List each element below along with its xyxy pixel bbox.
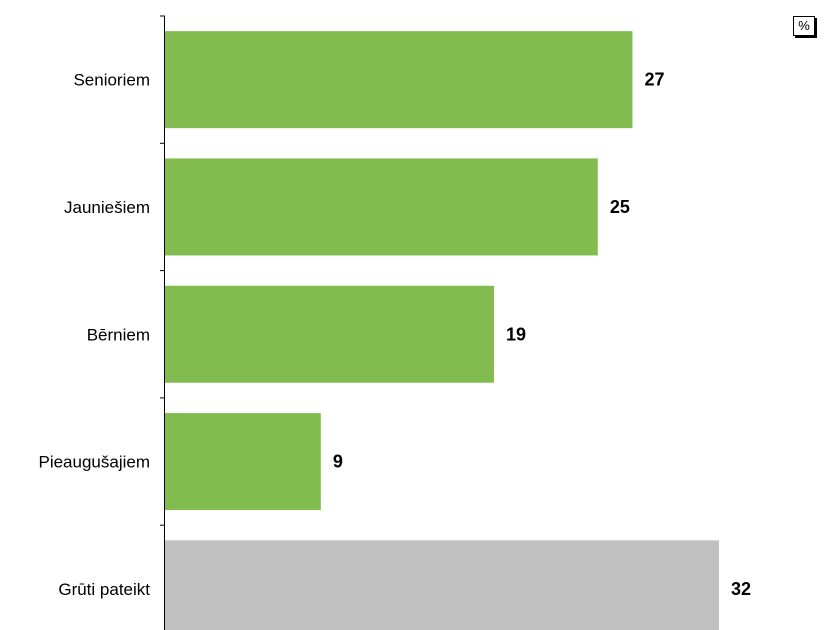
bars-layer [165, 31, 719, 630]
bar-2 [165, 285, 494, 383]
labels-layer: Senioriem 27 Jauniešiem 25 Bērniem 19 Pieauguš… [38, 70, 751, 599]
data-label: 19 [506, 324, 526, 344]
data-label: 27 [644, 70, 664, 90]
bar-3 [165, 413, 321, 511]
category-label: Pieaugušajiem [38, 453, 150, 472]
bar-0 [165, 31, 633, 129]
category-label: Jauniešiem [64, 198, 150, 217]
category-label: Senioriem [73, 71, 150, 90]
category-label: Grūti pateikt [58, 580, 150, 599]
data-label: 25 [610, 197, 630, 217]
unit-label: % [793, 16, 815, 36]
bar-4 [165, 540, 719, 630]
bar-1 [165, 158, 598, 256]
axis-layer [160, 15, 165, 630]
data-label: 9 [333, 452, 343, 472]
data-label: 32 [731, 579, 751, 599]
category-label: Bērniem [87, 325, 150, 344]
